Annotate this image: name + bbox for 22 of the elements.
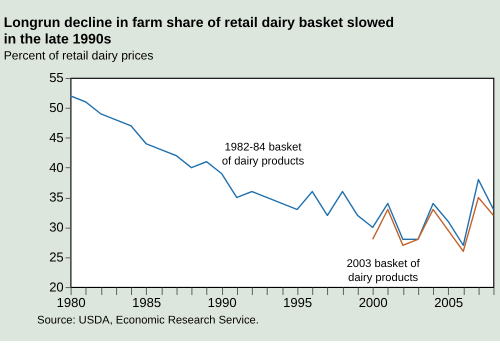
source-note: Source: USDA, Economic Research Service. (37, 314, 259, 326)
x-tick-label: 2005 (434, 295, 464, 310)
x-tick-label: 1990 (208, 295, 237, 310)
y-tick-label: 40 (49, 160, 64, 175)
chart-subtitle: Percent of retail dairy prices (4, 48, 154, 62)
y-tick-label: 55 (49, 70, 64, 86)
y-tick-label: 50 (49, 100, 64, 116)
text: Longrun decline in farm share of retail dairy basket slowed (4, 14, 394, 30)
y-tick-label: 35 (49, 190, 64, 205)
y-tick-label: 30 (49, 220, 64, 235)
line-series (70, 95, 494, 246)
text: in the late 1990s (4, 30, 112, 47)
series-label: 2003 basket of dairy products (346, 258, 421, 284)
y-tick-label: 25 (49, 249, 64, 264)
y-tick-label: 45 (49, 130, 64, 145)
x-tick-label: 2000 (358, 295, 388, 310)
x-tick-label: 1995 (283, 295, 312, 310)
y-tick-label: 20 (49, 279, 64, 294)
x-tick-label: 1985 (132, 295, 162, 310)
line-series (372, 196, 494, 252)
x-tick-label: 1980 (56, 295, 86, 310)
series-label: 1982-84 basket of dairy products (222, 142, 305, 168)
